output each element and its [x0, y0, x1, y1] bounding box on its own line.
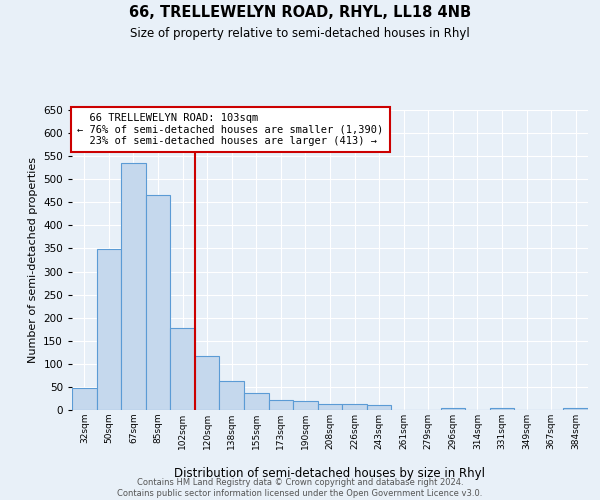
Bar — [490, 408, 514, 410]
Text: 66 TRELLEWELYN ROAD: 103sqm
← 76% of semi-detached houses are smaller (1,390)
  : 66 TRELLEWELYN ROAD: 103sqm ← 76% of sem… — [77, 113, 383, 146]
Bar — [121, 163, 146, 410]
Bar — [72, 388, 97, 410]
Bar — [146, 195, 170, 410]
Text: 66, TRELLEWELYN ROAD, RHYL, LL18 4NB: 66, TRELLEWELYN ROAD, RHYL, LL18 4NB — [129, 5, 471, 20]
Text: Contains HM Land Registry data © Crown copyright and database right 2024.
Contai: Contains HM Land Registry data © Crown c… — [118, 478, 482, 498]
Text: Size of property relative to semi-detached houses in Rhyl: Size of property relative to semi-detach… — [130, 28, 470, 40]
Bar — [318, 404, 342, 410]
Bar — [342, 404, 367, 410]
Bar — [244, 394, 269, 410]
Bar — [170, 328, 195, 410]
Bar — [293, 401, 318, 410]
Bar — [97, 250, 121, 410]
Bar — [220, 382, 244, 410]
Text: Distribution of semi-detached houses by size in Rhyl: Distribution of semi-detached houses by … — [175, 467, 485, 480]
Bar — [367, 406, 391, 410]
Bar — [440, 408, 465, 410]
Bar — [563, 408, 588, 410]
Bar — [195, 356, 220, 410]
Y-axis label: Number of semi-detached properties: Number of semi-detached properties — [28, 157, 38, 363]
Bar — [269, 400, 293, 410]
